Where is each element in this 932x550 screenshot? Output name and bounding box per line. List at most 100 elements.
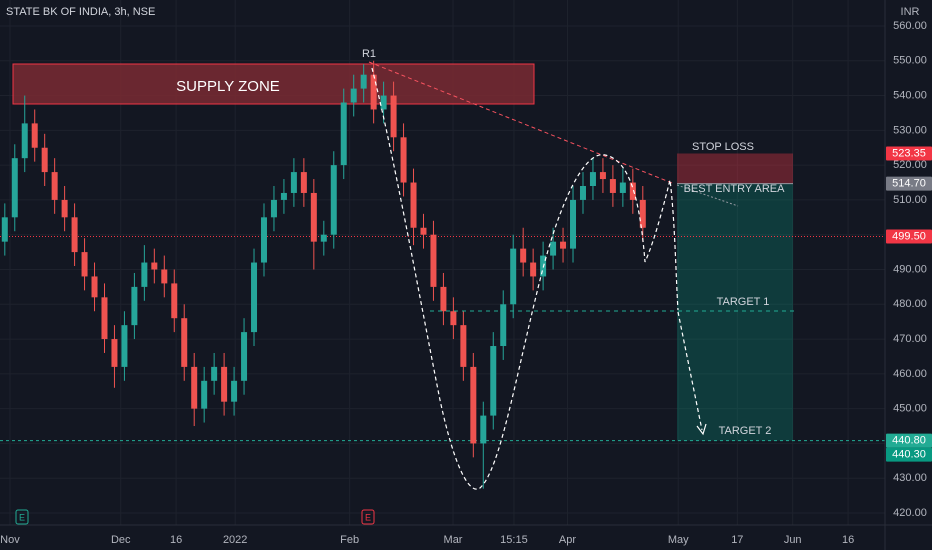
y-tick-label: 470.00 (893, 333, 927, 345)
candle-body (41, 147, 48, 173)
x-tick-label: 16 (170, 534, 182, 546)
candle-body (1, 217, 8, 242)
candle-body (320, 234, 327, 242)
candle-body (310, 192, 317, 242)
candle-body (270, 199, 277, 218)
candle-body (251, 262, 258, 333)
candle-body (579, 186, 586, 200)
x-tick-label: Nov (0, 534, 20, 546)
candle-body (21, 123, 28, 159)
candle-body (530, 262, 537, 277)
candle-body (241, 332, 248, 381)
candles (1, 60, 646, 489)
y-tick-label: 560.00 (893, 20, 927, 32)
price-badge (886, 433, 932, 448)
candle-body (390, 95, 397, 138)
y-tick-label: 520.00 (893, 159, 927, 171)
candle-body (470, 366, 477, 444)
candle-body (340, 102, 347, 166)
candle-body (181, 318, 188, 367)
y-tick-label: 480.00 (893, 298, 927, 310)
candle-body (599, 172, 606, 180)
x-tick-label: 16 (842, 534, 854, 546)
x-tick-label: Dec (111, 534, 131, 546)
candle-body (570, 199, 577, 249)
price-badge (886, 176, 932, 191)
price-badge (886, 447, 932, 462)
candle-body (330, 165, 337, 235)
candle-body (121, 325, 128, 367)
candle-body (460, 325, 467, 367)
x-tick-label: 2022 (223, 534, 247, 546)
trade-zones (0, 153, 885, 442)
price-badge (886, 146, 932, 161)
candle-body (420, 227, 427, 235)
candle-body (500, 304, 507, 347)
y-tick-label: 450.00 (893, 403, 927, 415)
candle-body (221, 366, 228, 402)
candle-body (111, 339, 118, 367)
supply-zone-label: SUPPLY ZONE (176, 78, 280, 95)
y-tick-label: 430.00 (893, 472, 927, 484)
candle-body (360, 74, 367, 89)
target-zone (677, 183, 793, 441)
candle-body (11, 158, 18, 218)
projection-arrow (677, 311, 703, 431)
candle-body (380, 95, 387, 110)
y-tick-label: 540.00 (893, 89, 927, 101)
candle-body (480, 415, 487, 444)
candle-body (450, 311, 457, 326)
price-badge-label: 523.35 (892, 147, 926, 159)
currency: INR (901, 6, 920, 18)
candle-body (619, 182, 626, 193)
candle-body (151, 262, 158, 270)
r1-label: R1 (362, 48, 376, 60)
x-tick-label: 15:15 (500, 534, 528, 546)
supply-zone (12, 63, 535, 105)
candle-body (51, 172, 58, 200)
candle-body (589, 172, 596, 187)
y-tick-label: 510.00 (893, 194, 927, 206)
x-tick-label: Jun (784, 534, 802, 546)
axes: 420.00430.00440.00450.00460.00470.00480.… (0, 20, 932, 546)
candle-body (211, 366, 218, 381)
x-tick-label: May (668, 534, 689, 546)
candle-body (31, 123, 38, 148)
candle-body (280, 192, 287, 200)
candle-body (131, 286, 138, 326)
trend-extension (676, 184, 739, 207)
best-entry-label: BEST ENTRY AREA (684, 183, 786, 195)
x-tick-label: Feb (340, 534, 359, 546)
candle-body (520, 248, 527, 263)
y-tick-label: 460.00 (893, 368, 927, 380)
candle-body (231, 380, 238, 402)
candle-body (101, 297, 108, 340)
candle-body (430, 234, 437, 287)
y-tick-label: 420.00 (893, 507, 927, 519)
candle-body (629, 182, 636, 200)
candle-body (61, 199, 68, 218)
candle-body (560, 241, 567, 249)
stop-loss-label: STOP LOSS (692, 141, 754, 153)
symbol-title: STATE BK OF INDIA, 3h, NSE (6, 6, 155, 18)
candle-body (370, 74, 377, 110)
x-tick-label: Apr (559, 534, 576, 546)
event-label[interactable]: E (365, 512, 371, 522)
candle-body (510, 248, 517, 305)
candle-body (440, 286, 447, 312)
event-icon[interactable] (15, 509, 29, 525)
y-tick-label: 530.00 (893, 124, 927, 136)
event-label[interactable]: E (19, 512, 25, 522)
candle-body (609, 179, 616, 193)
target1-label: TARGET 1 (717, 296, 770, 308)
candle-body (350, 88, 357, 103)
event-icon[interactable] (361, 509, 375, 525)
candle-body (290, 172, 297, 193)
arrow-head (696, 423, 707, 436)
candle-body (141, 262, 148, 287)
price-badge-label: 514.70 (892, 177, 926, 189)
candle-body (191, 366, 198, 409)
y-tick-label: 490.00 (893, 263, 927, 275)
candle-body (300, 172, 307, 193)
